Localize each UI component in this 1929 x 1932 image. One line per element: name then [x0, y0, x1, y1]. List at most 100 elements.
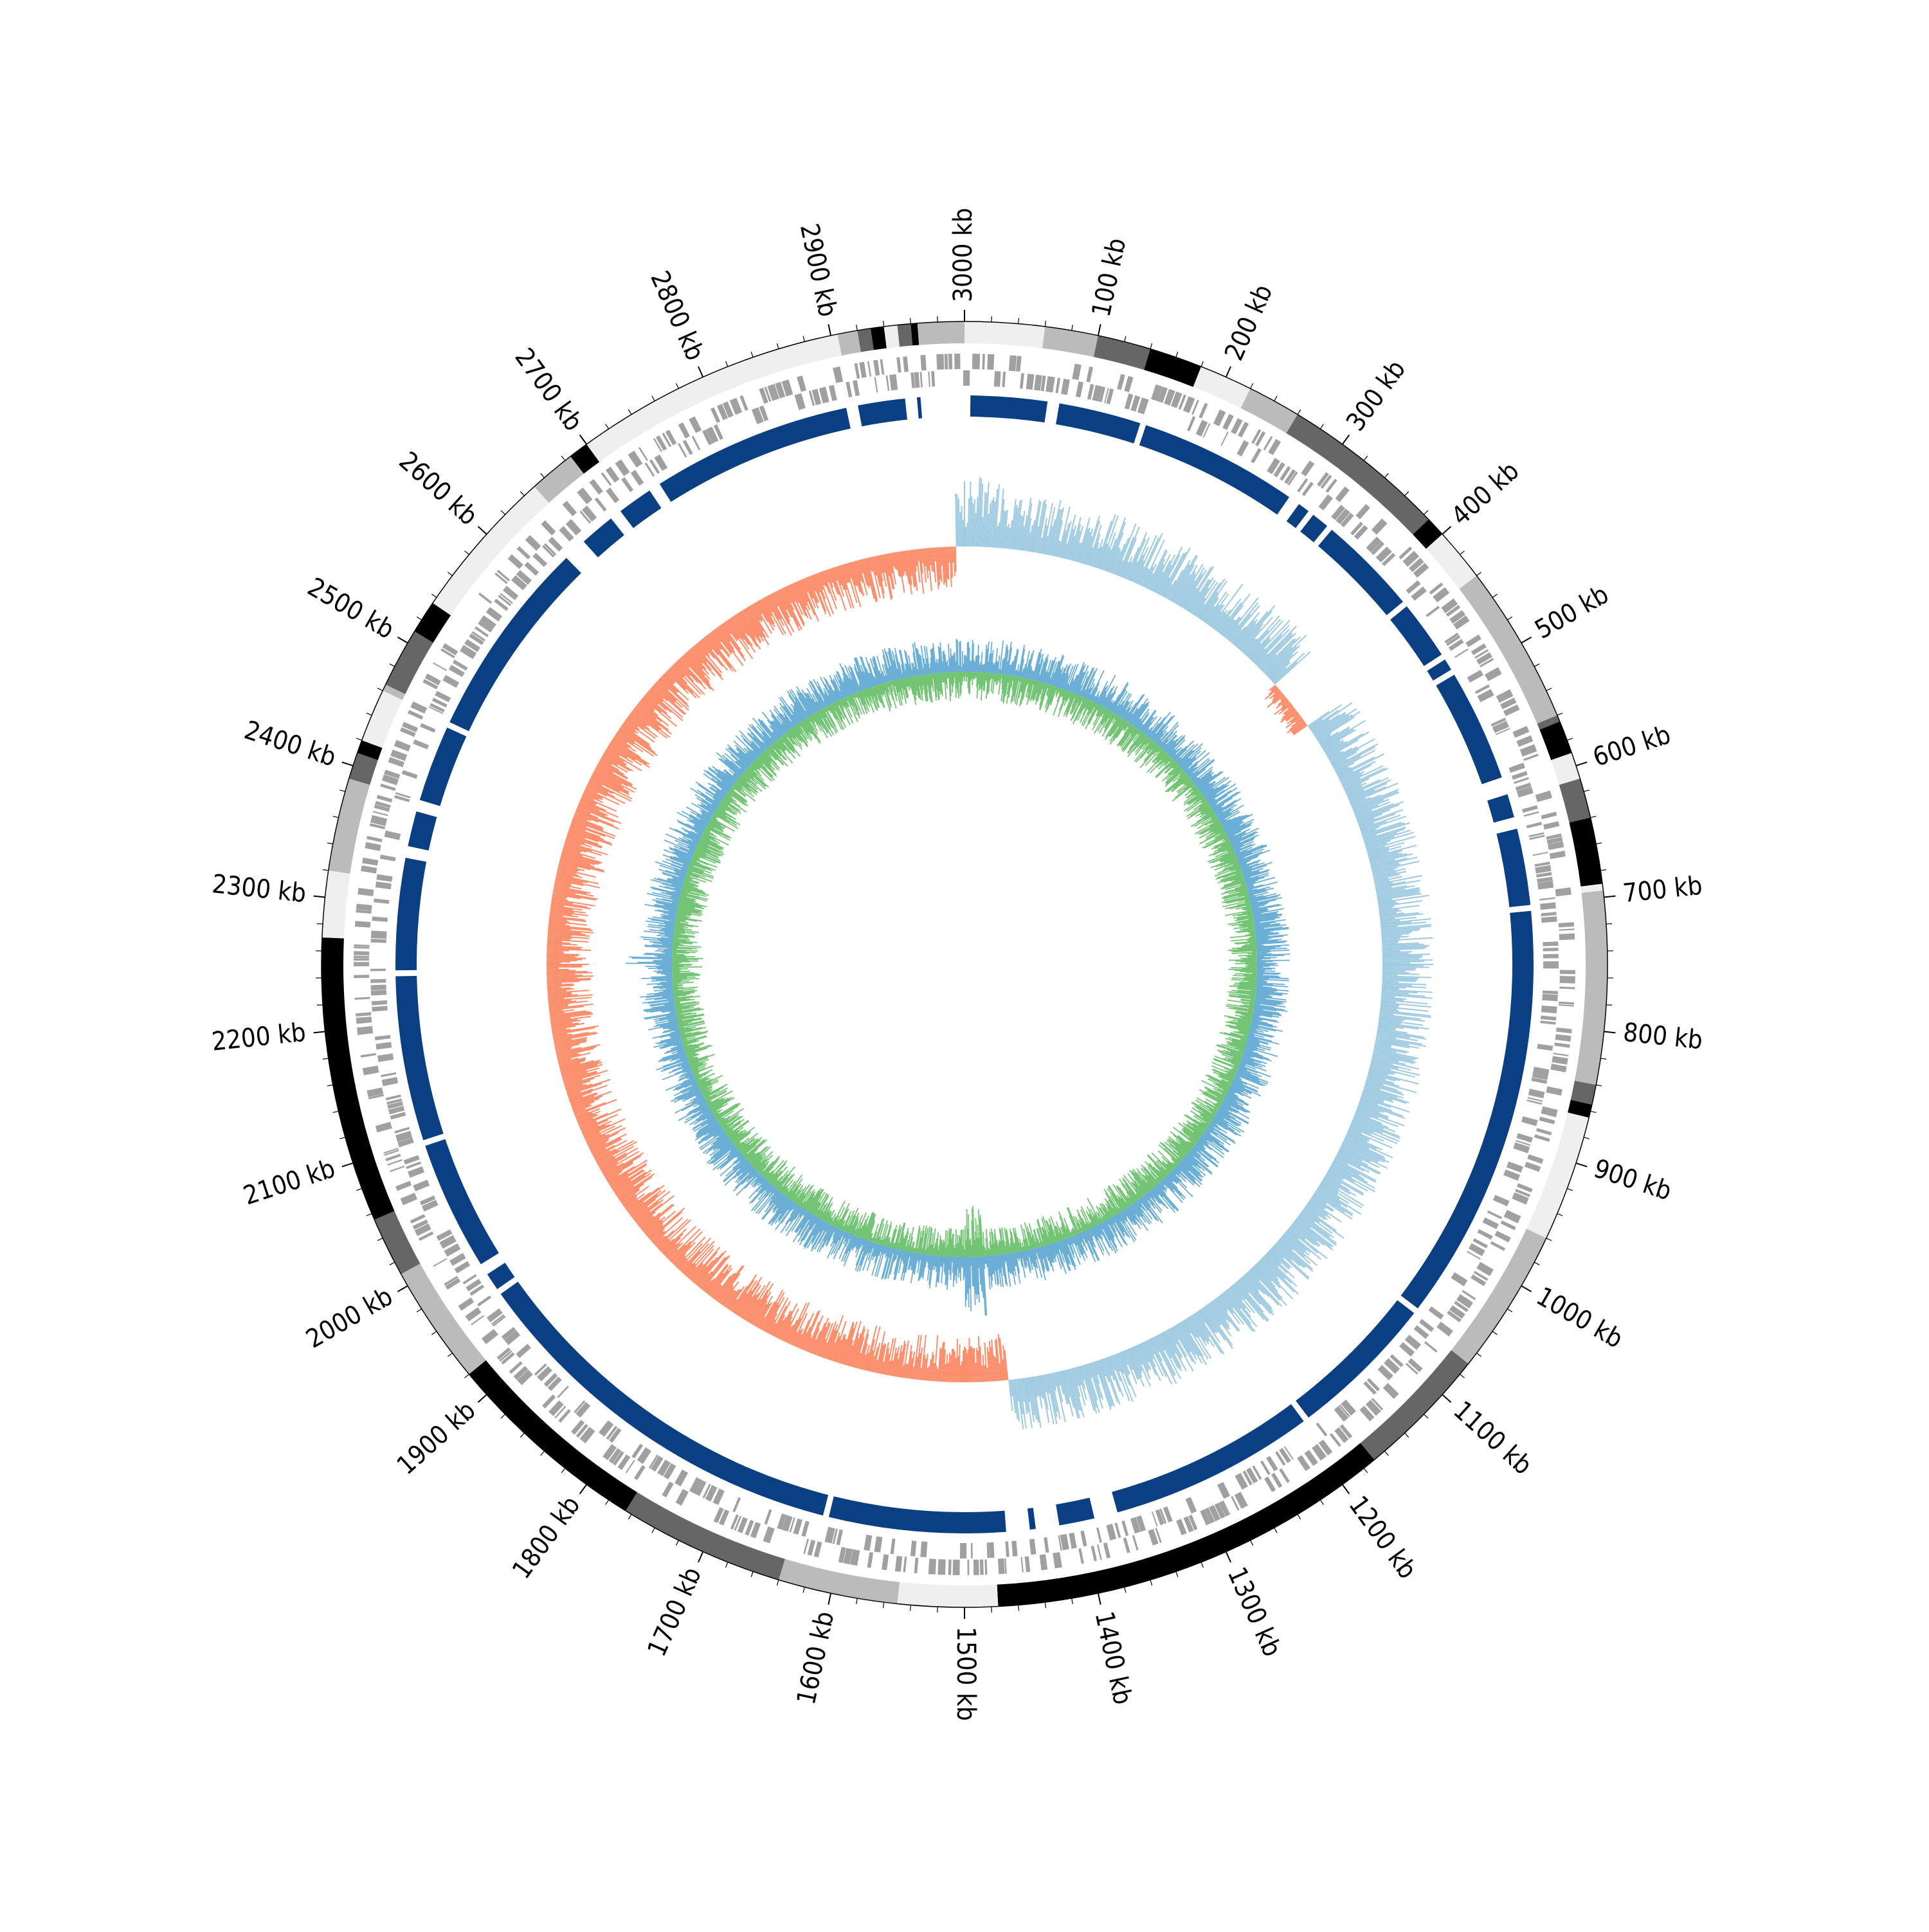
feature-mark — [372, 1000, 387, 1006]
gc-inner-mark — [1247, 953, 1256, 954]
minor-tick — [1546, 688, 1552, 691]
feature-mark — [1524, 811, 1539, 817]
feature-mark — [980, 1560, 984, 1575]
feature-mark — [882, 1554, 889, 1570]
skew-negative-mark — [984, 1365, 985, 1382]
feature-mark — [1490, 1241, 1505, 1251]
feature-mark — [380, 784, 395, 791]
tick-label: 700 kb — [1622, 871, 1704, 909]
feature-mark — [354, 962, 369, 966]
feature-mark — [508, 554, 523, 569]
feature-mark — [362, 858, 378, 866]
minor-tick — [726, 361, 728, 366]
feature-mark — [1528, 1088, 1545, 1098]
minor-tick — [417, 1309, 422, 1312]
minor-tick — [1477, 572, 1481, 575]
synteny-block — [970, 395, 1047, 422]
feature-mark — [1121, 1521, 1128, 1536]
feature-mark — [365, 842, 381, 851]
feature-mark — [855, 363, 860, 379]
minor-tick — [541, 473, 545, 478]
feature-mark — [395, 1181, 412, 1191]
minor-tick — [676, 1540, 678, 1546]
feature-mark — [931, 371, 935, 386]
minor-tick — [1320, 1500, 1323, 1504]
major-tick — [1521, 1286, 1532, 1292]
minor-tick — [431, 594, 436, 597]
minor-tick — [1591, 1111, 1597, 1112]
major-tick — [1576, 1163, 1587, 1167]
feature-mark — [354, 956, 369, 959]
gc-inner-mark — [1250, 943, 1256, 944]
major-tick — [1604, 1032, 1616, 1033]
feature-mark — [563, 501, 577, 516]
gc-inner-mark — [958, 1243, 959, 1257]
skew-positive-mark — [1382, 973, 1420, 974]
tick-label: 500 kb — [1530, 579, 1614, 645]
gc-outer-mark — [979, 665, 980, 673]
feature-mark — [408, 1166, 424, 1178]
gc-content-track — [626, 639, 1290, 1315]
feature-mark — [987, 354, 994, 370]
feature-mark — [401, 1193, 417, 1205]
feature-mark — [385, 1154, 401, 1162]
tick-label: 2900 kb — [794, 221, 842, 320]
synteny-block — [1390, 606, 1442, 666]
feature-mark — [433, 1258, 448, 1267]
minor-tick — [1072, 1598, 1073, 1604]
minor-tick — [340, 790, 345, 791]
tick-label: 1700 kb — [642, 1563, 708, 1661]
tick-label: 2000 kb — [301, 1281, 397, 1354]
major-tick — [1226, 366, 1231, 377]
gc-outer-mark — [1256, 944, 1262, 945]
outer-band — [1575, 890, 1608, 1085]
feature-mark — [1546, 1087, 1562, 1096]
feature-mark — [886, 375, 890, 391]
minor-tick — [356, 1189, 361, 1191]
feature-mark — [374, 898, 389, 903]
feature-mark — [1103, 1542, 1110, 1558]
minor-tick — [1567, 1189, 1572, 1191]
feature-mark — [361, 1053, 376, 1058]
feature-mark — [631, 470, 644, 486]
feature-mark — [548, 1400, 564, 1416]
skew-positive-mark — [1382, 953, 1409, 954]
outer-band — [586, 334, 842, 462]
outer-band — [1241, 388, 1298, 433]
feature-mark — [1002, 372, 1006, 387]
feature-mark — [413, 1180, 430, 1191]
feature-mark — [1196, 420, 1208, 437]
feature-mark — [380, 854, 396, 862]
feature-mark — [1279, 1468, 1290, 1483]
minor-tick — [883, 1602, 884, 1608]
minor-tick — [1298, 410, 1301, 415]
tick-label: 1800 kb — [507, 1491, 586, 1585]
feature-mark — [1543, 941, 1558, 946]
gc-outer-mark — [967, 1257, 968, 1294]
gc-outer-mark — [969, 1257, 970, 1288]
feature-mark — [1372, 519, 1388, 535]
feature-mark — [1541, 1106, 1558, 1117]
feature-mark — [1086, 366, 1093, 383]
outer-band — [897, 1582, 998, 1607]
major-tick — [314, 1032, 325, 1033]
minor-tick — [317, 924, 323, 925]
gc-inner-mark — [970, 1238, 971, 1257]
feature-mark — [874, 1537, 882, 1553]
major-tick — [1442, 1395, 1451, 1402]
feature-mark — [963, 370, 964, 386]
minor-tick — [1176, 1571, 1178, 1576]
feature-mark — [689, 417, 702, 433]
feature-mark — [1550, 1064, 1566, 1072]
feature-mark — [387, 1159, 402, 1166]
feature-mark — [1559, 922, 1574, 927]
synteny-block — [1139, 425, 1289, 514]
synteny-block — [1112, 1404, 1304, 1512]
feature-mark — [1516, 736, 1533, 747]
skew-negative-mark — [547, 971, 588, 972]
minor-tick — [1492, 1332, 1497, 1335]
skew-positive-mark — [1382, 968, 1416, 969]
minor-tick — [1596, 843, 1602, 844]
feature-mark — [385, 831, 401, 840]
feature-mark — [413, 739, 429, 750]
